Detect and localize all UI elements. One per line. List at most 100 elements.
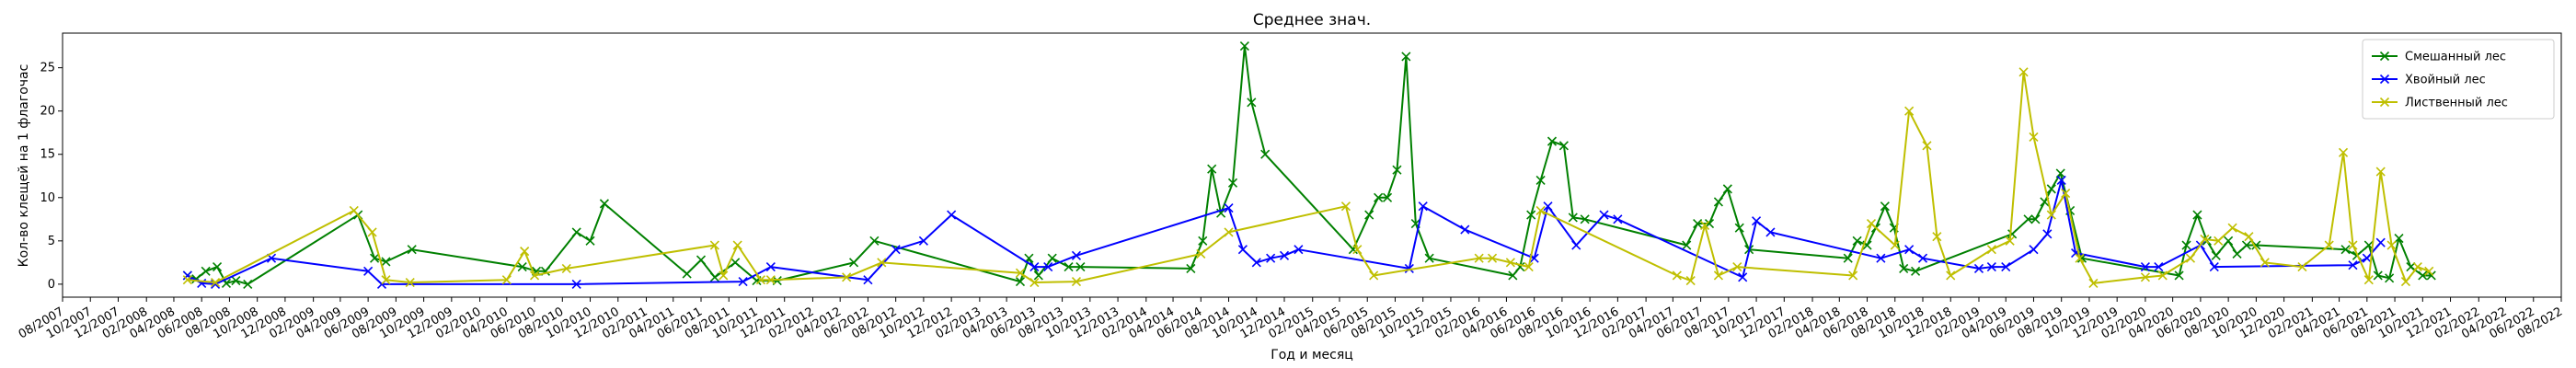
data-point xyxy=(231,276,241,286)
data-point xyxy=(1043,262,1053,272)
y-tick-label: 0 xyxy=(48,278,55,292)
data-point xyxy=(1224,203,1234,213)
data-point xyxy=(381,275,391,285)
data-point xyxy=(201,266,211,276)
legend-box xyxy=(2362,39,2555,120)
data-point xyxy=(1843,253,1853,263)
data-point xyxy=(1196,248,1206,259)
data-point xyxy=(1401,52,1411,62)
data-point xyxy=(2001,262,2011,272)
data-point xyxy=(2056,175,2066,186)
data-point xyxy=(1382,192,1393,202)
series-line xyxy=(187,45,2432,285)
data-point xyxy=(501,275,512,285)
legend-item: Хвойный лес xyxy=(2372,74,2486,87)
data-point xyxy=(1922,141,1932,151)
data-point xyxy=(1986,262,1996,272)
data-point xyxy=(1890,240,1900,250)
data-point xyxy=(1866,218,1877,229)
data-point xyxy=(2224,236,2234,246)
plot-area xyxy=(182,41,2436,289)
data-point xyxy=(2375,167,2386,177)
data-point xyxy=(210,277,221,288)
data-point xyxy=(571,227,581,237)
data-point xyxy=(947,210,957,220)
data-point xyxy=(2046,210,2056,220)
data-point xyxy=(1207,164,1217,174)
series-line xyxy=(187,179,2382,285)
data-point xyxy=(520,247,530,257)
data-point xyxy=(2373,270,2383,281)
data-point xyxy=(2088,278,2099,289)
data-point xyxy=(243,279,253,289)
data-point xyxy=(2348,240,2358,250)
data-point xyxy=(719,270,729,281)
data-point xyxy=(370,253,380,263)
data-point xyxy=(1487,253,1498,263)
data-point xyxy=(2209,262,2219,272)
data-point xyxy=(2363,275,2374,285)
data-point xyxy=(1015,276,1026,287)
data-point xyxy=(367,227,377,237)
data-point xyxy=(1713,270,1723,281)
y-tick-label: 25 xyxy=(40,62,55,75)
data-point xyxy=(571,279,581,289)
data-point xyxy=(2338,147,2349,157)
data-point xyxy=(1986,245,1996,255)
data-point xyxy=(1876,253,1886,263)
data-point xyxy=(2157,270,2168,281)
data-point xyxy=(2394,233,2404,244)
data-point xyxy=(1917,253,1928,263)
data-point xyxy=(1535,205,1546,215)
data-point xyxy=(2418,270,2428,281)
data-point xyxy=(2200,234,2210,245)
data-point xyxy=(1460,224,1470,235)
data-point xyxy=(1352,245,1363,255)
data-point xyxy=(381,257,391,267)
data-point xyxy=(2029,132,2039,142)
data-point xyxy=(1685,276,1696,286)
data-point xyxy=(869,236,880,246)
y-tick-label: 5 xyxy=(48,235,55,248)
data-point xyxy=(2061,189,2071,199)
axes-frame xyxy=(62,32,2562,298)
data-point xyxy=(1946,270,1956,281)
data-point xyxy=(1852,236,1862,246)
data-point xyxy=(182,270,192,281)
data-point xyxy=(1294,245,1304,255)
data-point xyxy=(1392,165,1402,175)
data-point xyxy=(765,275,776,285)
data-point xyxy=(2424,266,2434,276)
data-point xyxy=(1266,253,1276,263)
data-point xyxy=(1279,250,1290,260)
data-point xyxy=(1364,210,1374,220)
data-point xyxy=(1186,263,1196,274)
data-point xyxy=(1224,227,1234,237)
data-point xyxy=(877,258,887,268)
x-axis: 08/200710/200712/200702/200804/200806/20… xyxy=(17,297,2565,341)
data-point xyxy=(1508,270,1518,281)
data-point xyxy=(1543,201,1553,212)
data-point xyxy=(2241,240,2252,250)
data-point xyxy=(1418,201,1428,212)
legend-item: Лиственный лес xyxy=(2372,97,2508,110)
data-point xyxy=(1568,213,1578,223)
data-point xyxy=(1260,149,1271,159)
data-point xyxy=(1693,218,1703,229)
data-point xyxy=(1369,270,1379,281)
data-point xyxy=(2375,237,2386,247)
data-point xyxy=(349,205,359,215)
data-point xyxy=(2340,245,2351,255)
data-point xyxy=(2386,240,2397,250)
data-point xyxy=(1904,106,1915,116)
legend-label: Хвойный лес xyxy=(2405,74,2486,87)
data-point xyxy=(2297,262,2307,272)
data-point xyxy=(2400,276,2411,287)
data-point xyxy=(1911,266,1921,276)
data-point xyxy=(2214,236,2224,246)
data-point xyxy=(2244,232,2254,242)
series-3 xyxy=(182,67,2434,289)
y-tick-label: 20 xyxy=(40,105,55,119)
data-point xyxy=(2046,184,2056,194)
data-point xyxy=(561,263,571,274)
